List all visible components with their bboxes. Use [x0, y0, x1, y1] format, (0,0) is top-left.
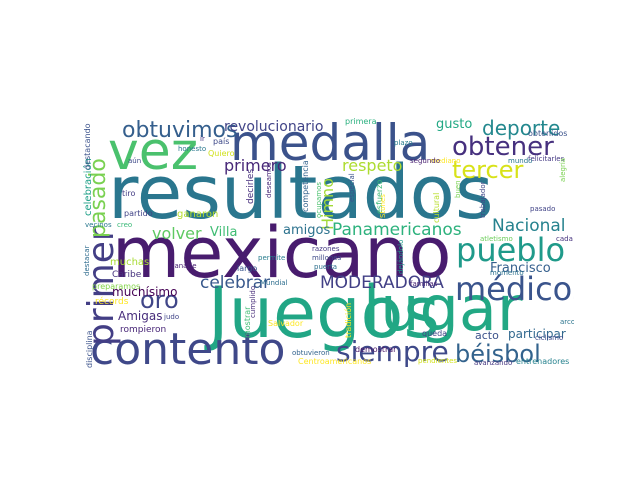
cloud-word: competencia [301, 160, 310, 212]
cloud-word: primero [224, 156, 287, 175]
cloud-word: ir [200, 135, 205, 143]
cloud-word: millones [312, 254, 342, 262]
cloud-word: pendientes [418, 357, 458, 365]
cloud-word: partido [124, 209, 153, 218]
cloud-word: mexicano [112, 212, 452, 294]
cloud-word: celebrar [200, 273, 271, 293]
cloud-word: queda [422, 329, 448, 338]
cloud-word: Juegos [208, 272, 440, 354]
cloud-word: destacar [83, 245, 91, 276]
cloud-word: trabajador [479, 181, 487, 218]
cloud-word: país [213, 137, 230, 146]
cloud-word: tradición [344, 302, 353, 338]
cloud-word: Amigas [118, 309, 163, 323]
cloud-word: aún [128, 157, 142, 165]
cloud-word: destacando [83, 123, 92, 170]
cloud-word: respeto [342, 156, 403, 175]
cloud-word: felicitarles [528, 155, 565, 163]
cloud-word: acto [475, 329, 499, 342]
cloud-word: cumplido [249, 285, 257, 318]
cloud-word: obtuvieron [292, 349, 330, 357]
cloud-word: ganarle [170, 262, 197, 270]
cloud-word: vecinos [85, 221, 112, 229]
cloud-word: judo [164, 313, 180, 321]
cloud-word: médicos [455, 270, 574, 308]
word-cloud: resultados mexicano Juegos lugar vez medalla c… [80, 118, 574, 368]
cloud-word: obtener [452, 132, 554, 162]
cloud-word: pasado [530, 205, 556, 213]
cloud-word: honesto [178, 145, 207, 153]
cloud-word: primera [345, 118, 377, 126]
cloud-word: volver [152, 224, 202, 243]
cloud-word: cada [556, 235, 573, 243]
cloud-word: decirles [246, 168, 256, 204]
cloud-word: disciplina [85, 330, 94, 368]
cloud-word: permite [258, 254, 286, 262]
cloud-word: muchas [110, 257, 150, 268]
cloud-word: momento [490, 269, 524, 277]
cloud-word: lugar [363, 272, 523, 345]
cloud-word: gusto [436, 118, 473, 132]
cloud-word: contento [90, 324, 286, 369]
cloud-word: razones [312, 245, 340, 253]
cloud-word: deporte [482, 118, 561, 140]
cloud-word: atletismo [480, 235, 513, 243]
cloud-word: ganaron [177, 209, 219, 220]
cloud-word: arco [560, 318, 574, 326]
cloud-word: mundo [508, 157, 533, 165]
cloud-word: tiro [122, 189, 136, 198]
cloud-word: avanzando [474, 359, 513, 367]
cloud-word: resultados [108, 150, 494, 236]
cloud-word: alegría [559, 157, 567, 182]
cloud-word: deseamos [265, 162, 273, 198]
cloud-word: béisbol [455, 340, 541, 368]
cloud-word: Nacional [492, 216, 566, 236]
cloud-word: mediano [430, 157, 461, 165]
cloud-word: ciclismo [535, 334, 564, 342]
cloud-word: puerta [314, 263, 338, 271]
cloud-word: Panamericanos [332, 220, 462, 240]
cloud-word: vez [108, 122, 199, 182]
cloud-word: Mundial [260, 279, 288, 287]
cloud-word: ocupamos [315, 181, 323, 218]
cloud-word: demostrar [355, 345, 397, 354]
cloud-word: largo [237, 264, 258, 273]
cloud-word: MODERADORA [320, 273, 444, 293]
cloud-word: rompieron [120, 325, 167, 335]
cloud-word: muchísimo [112, 285, 178, 299]
cloud-word: obtenidos [528, 129, 568, 138]
cloud-word: revolucionario [224, 119, 324, 135]
cloud-word: especial [348, 173, 356, 202]
cloud-word: Francisco [490, 261, 551, 276]
cloud-word: siempre [336, 335, 449, 368]
cloud-word: amigos [283, 223, 331, 238]
cloud-word: Caribe [112, 270, 142, 280]
cloud-word: tercer [452, 156, 524, 184]
cloud-word: Centroamericanos [298, 357, 372, 366]
cloud-word: buen [454, 180, 462, 198]
cloud-word: medalla [230, 118, 431, 172]
cloud-word: plazo [394, 139, 413, 147]
cloud-word: creo [117, 221, 133, 229]
cloud-word: récords [95, 297, 129, 307]
cloud-word: dejándolo [397, 239, 405, 274]
cloud-word: pueblo [456, 231, 566, 269]
cloud-word: oro [140, 286, 179, 314]
cloud-word: cultural [432, 192, 441, 223]
cloud-word: familias [410, 280, 438, 288]
cloud-word: Villa [210, 225, 238, 240]
cloud-word: Stones [379, 194, 387, 218]
cloud-word: segundo [410, 157, 440, 165]
cloud-word: Quiero [208, 149, 235, 158]
cloud-word: participar [508, 327, 566, 341]
cloud-word: Salvador [268, 319, 304, 328]
cloud-word: obtuvimos [122, 118, 238, 143]
cloud-word: entrenadores [516, 357, 570, 366]
cloud-word: preparamos [92, 282, 141, 291]
